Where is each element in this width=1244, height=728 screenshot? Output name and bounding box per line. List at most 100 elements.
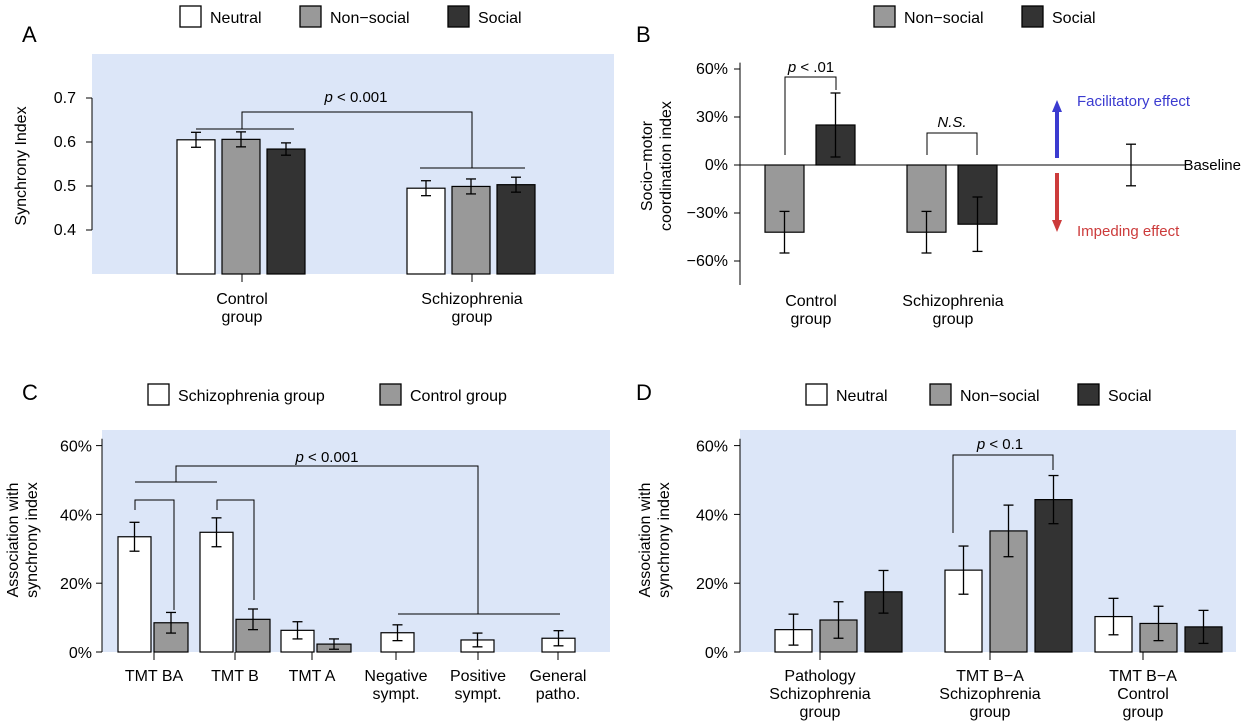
x-label-d-2-line-0: TMT B−A	[1109, 668, 1177, 685]
plot-area-c	[102, 430, 610, 652]
x-label-d-0-line-0: Pathology	[784, 668, 855, 685]
y-tick-label-a-0: 0.4	[54, 222, 76, 239]
error-bar-d-2-0	[878, 569, 889, 614]
y-axis-label-b: Socio−motor coordination index	[639, 101, 675, 231]
x-label-b-1-line-0: Schizophrenia	[902, 293, 1004, 310]
x-label-c-3-line-1: sympt.	[372, 686, 419, 703]
annotation-d: p < 0.1	[952, 436, 1054, 533]
y-tick-label-a-3: 0.7	[54, 90, 76, 107]
legend-c-entry-1: Control group	[410, 388, 507, 405]
y-tick-label-c-0: 60%	[60, 439, 92, 456]
error-bar-a-1-1	[466, 178, 476, 195]
y-tick-label-d-1: 40%	[696, 507, 728, 524]
y-tick-label-c-3: 0%	[69, 645, 92, 662]
legend-b-entry-1: Social	[1052, 10, 1096, 27]
facilitatory-effect-label: Facilitatory effect	[1077, 93, 1191, 110]
bars-c	[117, 517, 576, 653]
legend-b-entry-0: Non−social	[904, 10, 984, 27]
error-bar-d-2-2	[1198, 609, 1209, 645]
bar-a-2-1	[496, 184, 536, 275]
bracket-b-schizophrenia	[926, 132, 978, 155]
bar-a-1-1	[451, 185, 491, 275]
legend-d-entry-0: Neutral	[836, 388, 888, 405]
bars-d	[774, 474, 1223, 653]
bar-a-0-1	[406, 187, 446, 275]
x-label-d-1-line-1: Schizophrenia	[939, 686, 1041, 703]
annotation-b: p < .01 N.S.	[784, 59, 978, 155]
bar-c-0-1	[199, 531, 234, 653]
x-label-d-2-line-2: group	[1123, 704, 1164, 721]
x-label-b-0-line-1: group	[791, 311, 832, 328]
plot-area-d	[740, 430, 1236, 652]
error-bar-d-1-1	[1003, 504, 1014, 558]
y-tick-label-a-2: 0.6	[54, 134, 76, 151]
annotation-a: p < 0.001	[196, 89, 525, 169]
y-tick-label-d-3: 0%	[705, 645, 728, 662]
legend-a: Neutral Non−social Social	[179, 5, 522, 28]
plot-area-a	[92, 54, 614, 274]
x-label-d-2-line-1: Control	[1117, 686, 1169, 703]
baseline-label-b: Baseline	[1183, 157, 1241, 174]
bars-b: Baseline	[764, 92, 1241, 254]
y-tick-label-b-3: −30%	[687, 205, 728, 222]
bar-c-1-1	[235, 618, 271, 653]
x-label-c-0-line-0: TMT BA	[125, 668, 184, 685]
p-value-a: p < 0.001	[324, 89, 388, 106]
legend-a-swatch-2	[447, 5, 470, 28]
panel-b: B Non−social Social Socio−motor coordinati…	[636, 5, 1241, 328]
legend-c-swatch-1	[379, 383, 402, 406]
legend-d-swatch-2	[1077, 383, 1100, 406]
error-bar-d-0-1	[958, 545, 969, 595]
x-label-d-0-line-1: Schizophrenia	[769, 686, 871, 703]
legend-d-swatch-1	[929, 383, 952, 406]
x-label-c-3-line-0: Negative	[364, 668, 427, 685]
legend-a-swatch-0	[179, 5, 202, 28]
error-bar-b-0-0	[779, 210, 790, 254]
error-bar-c-1-1	[248, 608, 258, 631]
panel-letter-d: D	[636, 380, 652, 405]
x-label-a-1-line-0: Schizophrenia	[421, 291, 523, 308]
error-bar-d-0-2	[1108, 597, 1119, 636]
bracket-a	[196, 111, 525, 169]
y-axis-label-d-line-0: Association with	[637, 483, 654, 598]
panel-a: A Neutral Non−social Social Synchrony Inde…	[13, 5, 614, 326]
x-label-c-1-line-0: TMT B	[211, 668, 259, 685]
panel-c: C Schizophrenia group Control group Assoc…	[5, 380, 610, 703]
error-bar-a-2-1	[511, 176, 521, 193]
x-label-d-1-line-0: TMT B−A	[956, 668, 1024, 685]
bar-a-2-0	[266, 148, 306, 275]
bracket-c-main	[135, 465, 560, 615]
y-axis-label-c: Association with synchrony index	[5, 482, 41, 598]
y-tick-label-d-2: 20%	[696, 576, 728, 593]
x-label-c-5-line-0: General	[530, 668, 587, 685]
p-value-b: p < .01	[787, 59, 834, 76]
legend-b-swatch-0	[873, 5, 896, 28]
y-tick-label-b-0: 60%	[696, 61, 728, 78]
x-label-a-1-line-1: group	[452, 309, 493, 326]
bracket-b-control	[784, 76, 837, 155]
error-bar-c-0-5	[553, 630, 564, 647]
y-tick-label-c-1: 40%	[60, 507, 92, 524]
brackets-c-pairs	[134, 499, 255, 610]
x-label-b-1-line-1: group	[933, 311, 974, 328]
legend-c-entry-0: Schizophrenia group	[178, 388, 325, 405]
y-tick-label-a-1: 0.5	[54, 178, 76, 195]
bar-a-0-0	[176, 139, 216, 275]
x-label-c-4-line-0: Positive	[450, 668, 506, 685]
legend-d-entry-2: Social	[1108, 388, 1152, 405]
bar-a-1-0	[221, 138, 261, 275]
x-labels-c: TMT BA TMT B TMT A Negativesympt.Positivesy…	[125, 668, 587, 703]
x-label-b-0-line-0: Control	[785, 293, 837, 310]
panel-letter-a: A	[22, 22, 37, 47]
error-bar-c-1-0	[166, 611, 176, 634]
y-axis-label-c-line-1: synchrony index	[24, 482, 41, 598]
x-label-c-4-line-1: sympt.	[454, 686, 501, 703]
legend-a-entry-1: Non−social	[330, 10, 410, 27]
y-tick-label-d-0: 60%	[696, 439, 728, 456]
y-tick-label-b-2: 0%	[705, 157, 728, 174]
annotation-c: p < 0.001	[134, 449, 560, 615]
legend-a-entry-2: Social	[478, 10, 522, 27]
axes-c: 60% 40% 20% 0%	[60, 439, 559, 662]
